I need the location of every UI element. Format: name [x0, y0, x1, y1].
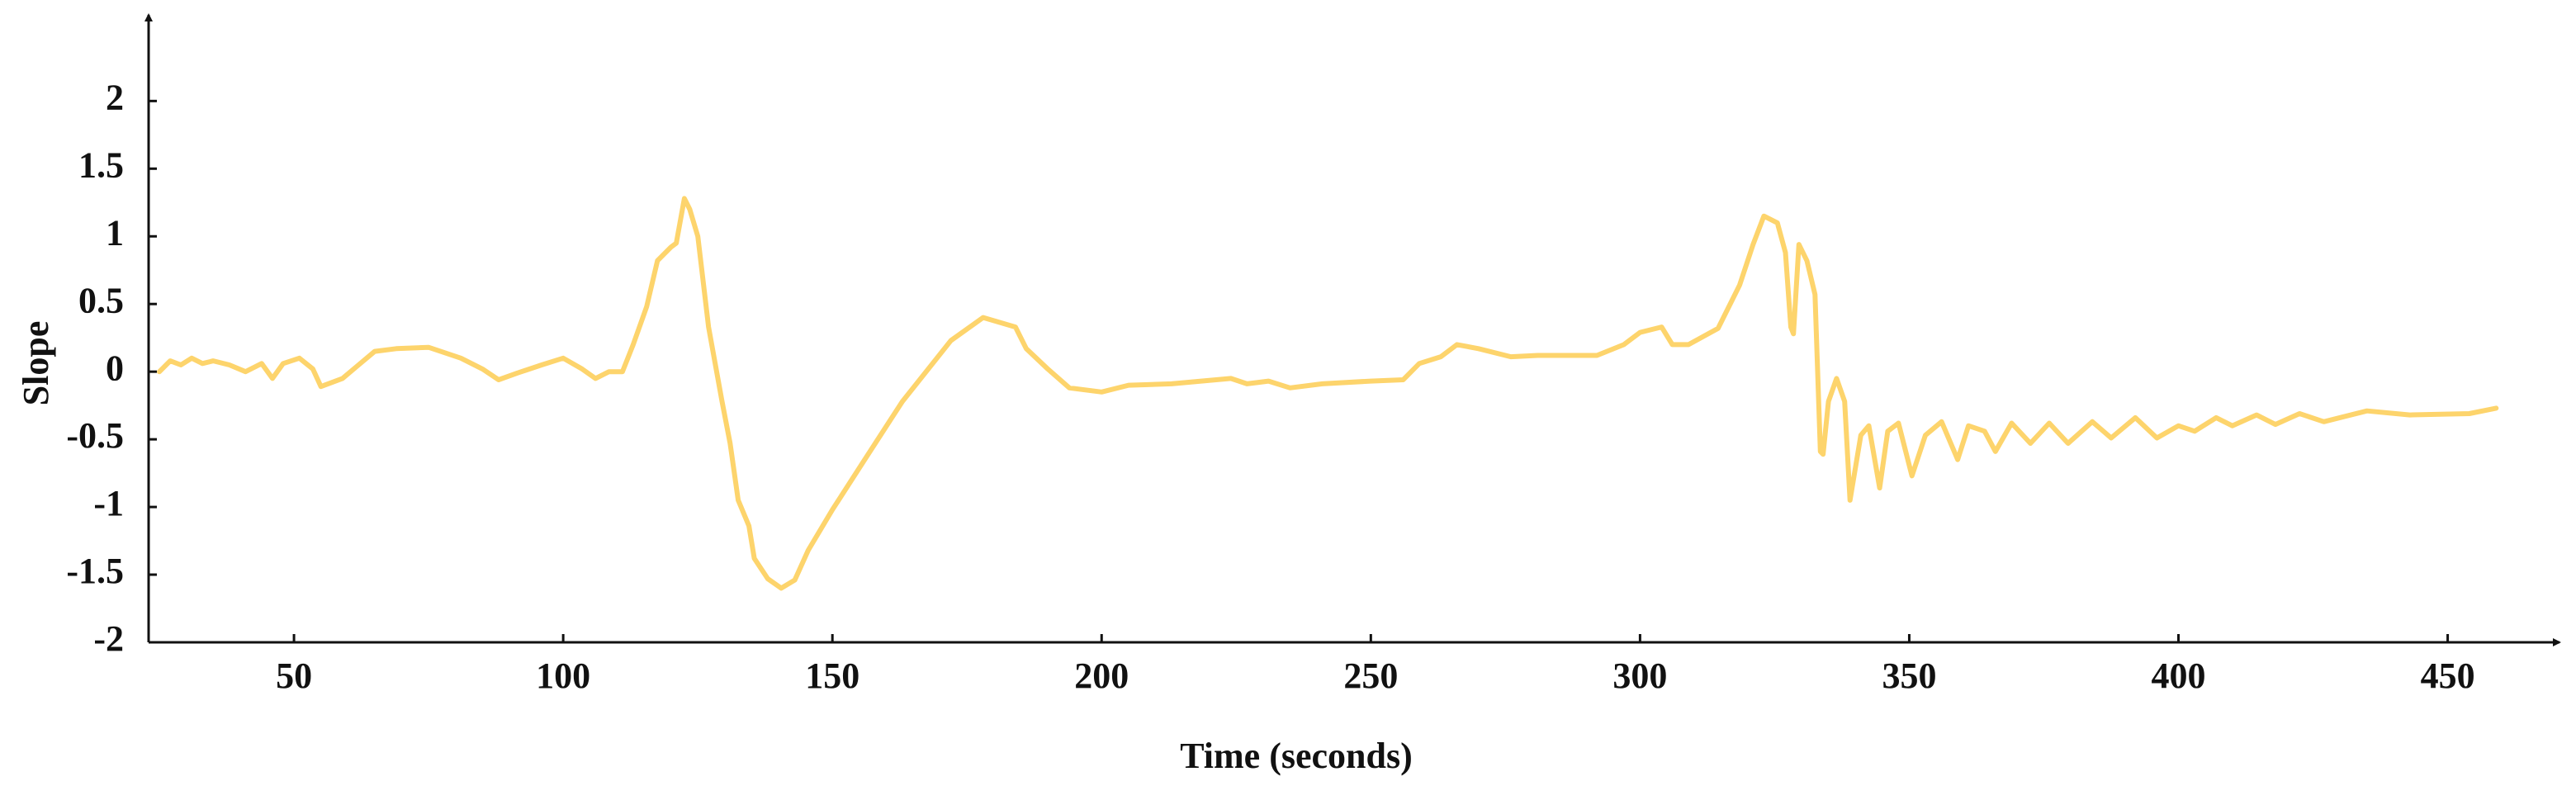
- x-tick-label: 300: [1612, 656, 1667, 696]
- y-tick-label: 0: [106, 348, 124, 388]
- x-tick-label: 400: [2152, 656, 2206, 696]
- data-line: [157, 196, 2499, 591]
- x-tick-label: 350: [1882, 656, 1936, 696]
- x-tick-label: 200: [1074, 656, 1129, 696]
- y-tick-label: -1: [93, 483, 124, 523]
- y-tick-label: 1: [106, 212, 124, 253]
- y-tick-label: -1.5: [66, 551, 124, 591]
- x-tick-label: 150: [805, 656, 859, 696]
- x-tick-label: 100: [536, 656, 590, 696]
- x-tick-label: 250: [1343, 656, 1398, 696]
- y-axis-title: Slope: [16, 321, 56, 406]
- y-tick-label: 1.5: [78, 144, 124, 185]
- y-tick-label: 0.5: [78, 280, 124, 320]
- y-tick-label: -0.5: [66, 415, 124, 456]
- x-tick-label: 50: [276, 656, 312, 696]
- x-axis-title: Time (seconds): [1180, 736, 1413, 776]
- y-tick-label: 2: [106, 77, 124, 117]
- y-tick-label: -2: [93, 618, 124, 659]
- x-tick-label: 450: [2421, 656, 2475, 696]
